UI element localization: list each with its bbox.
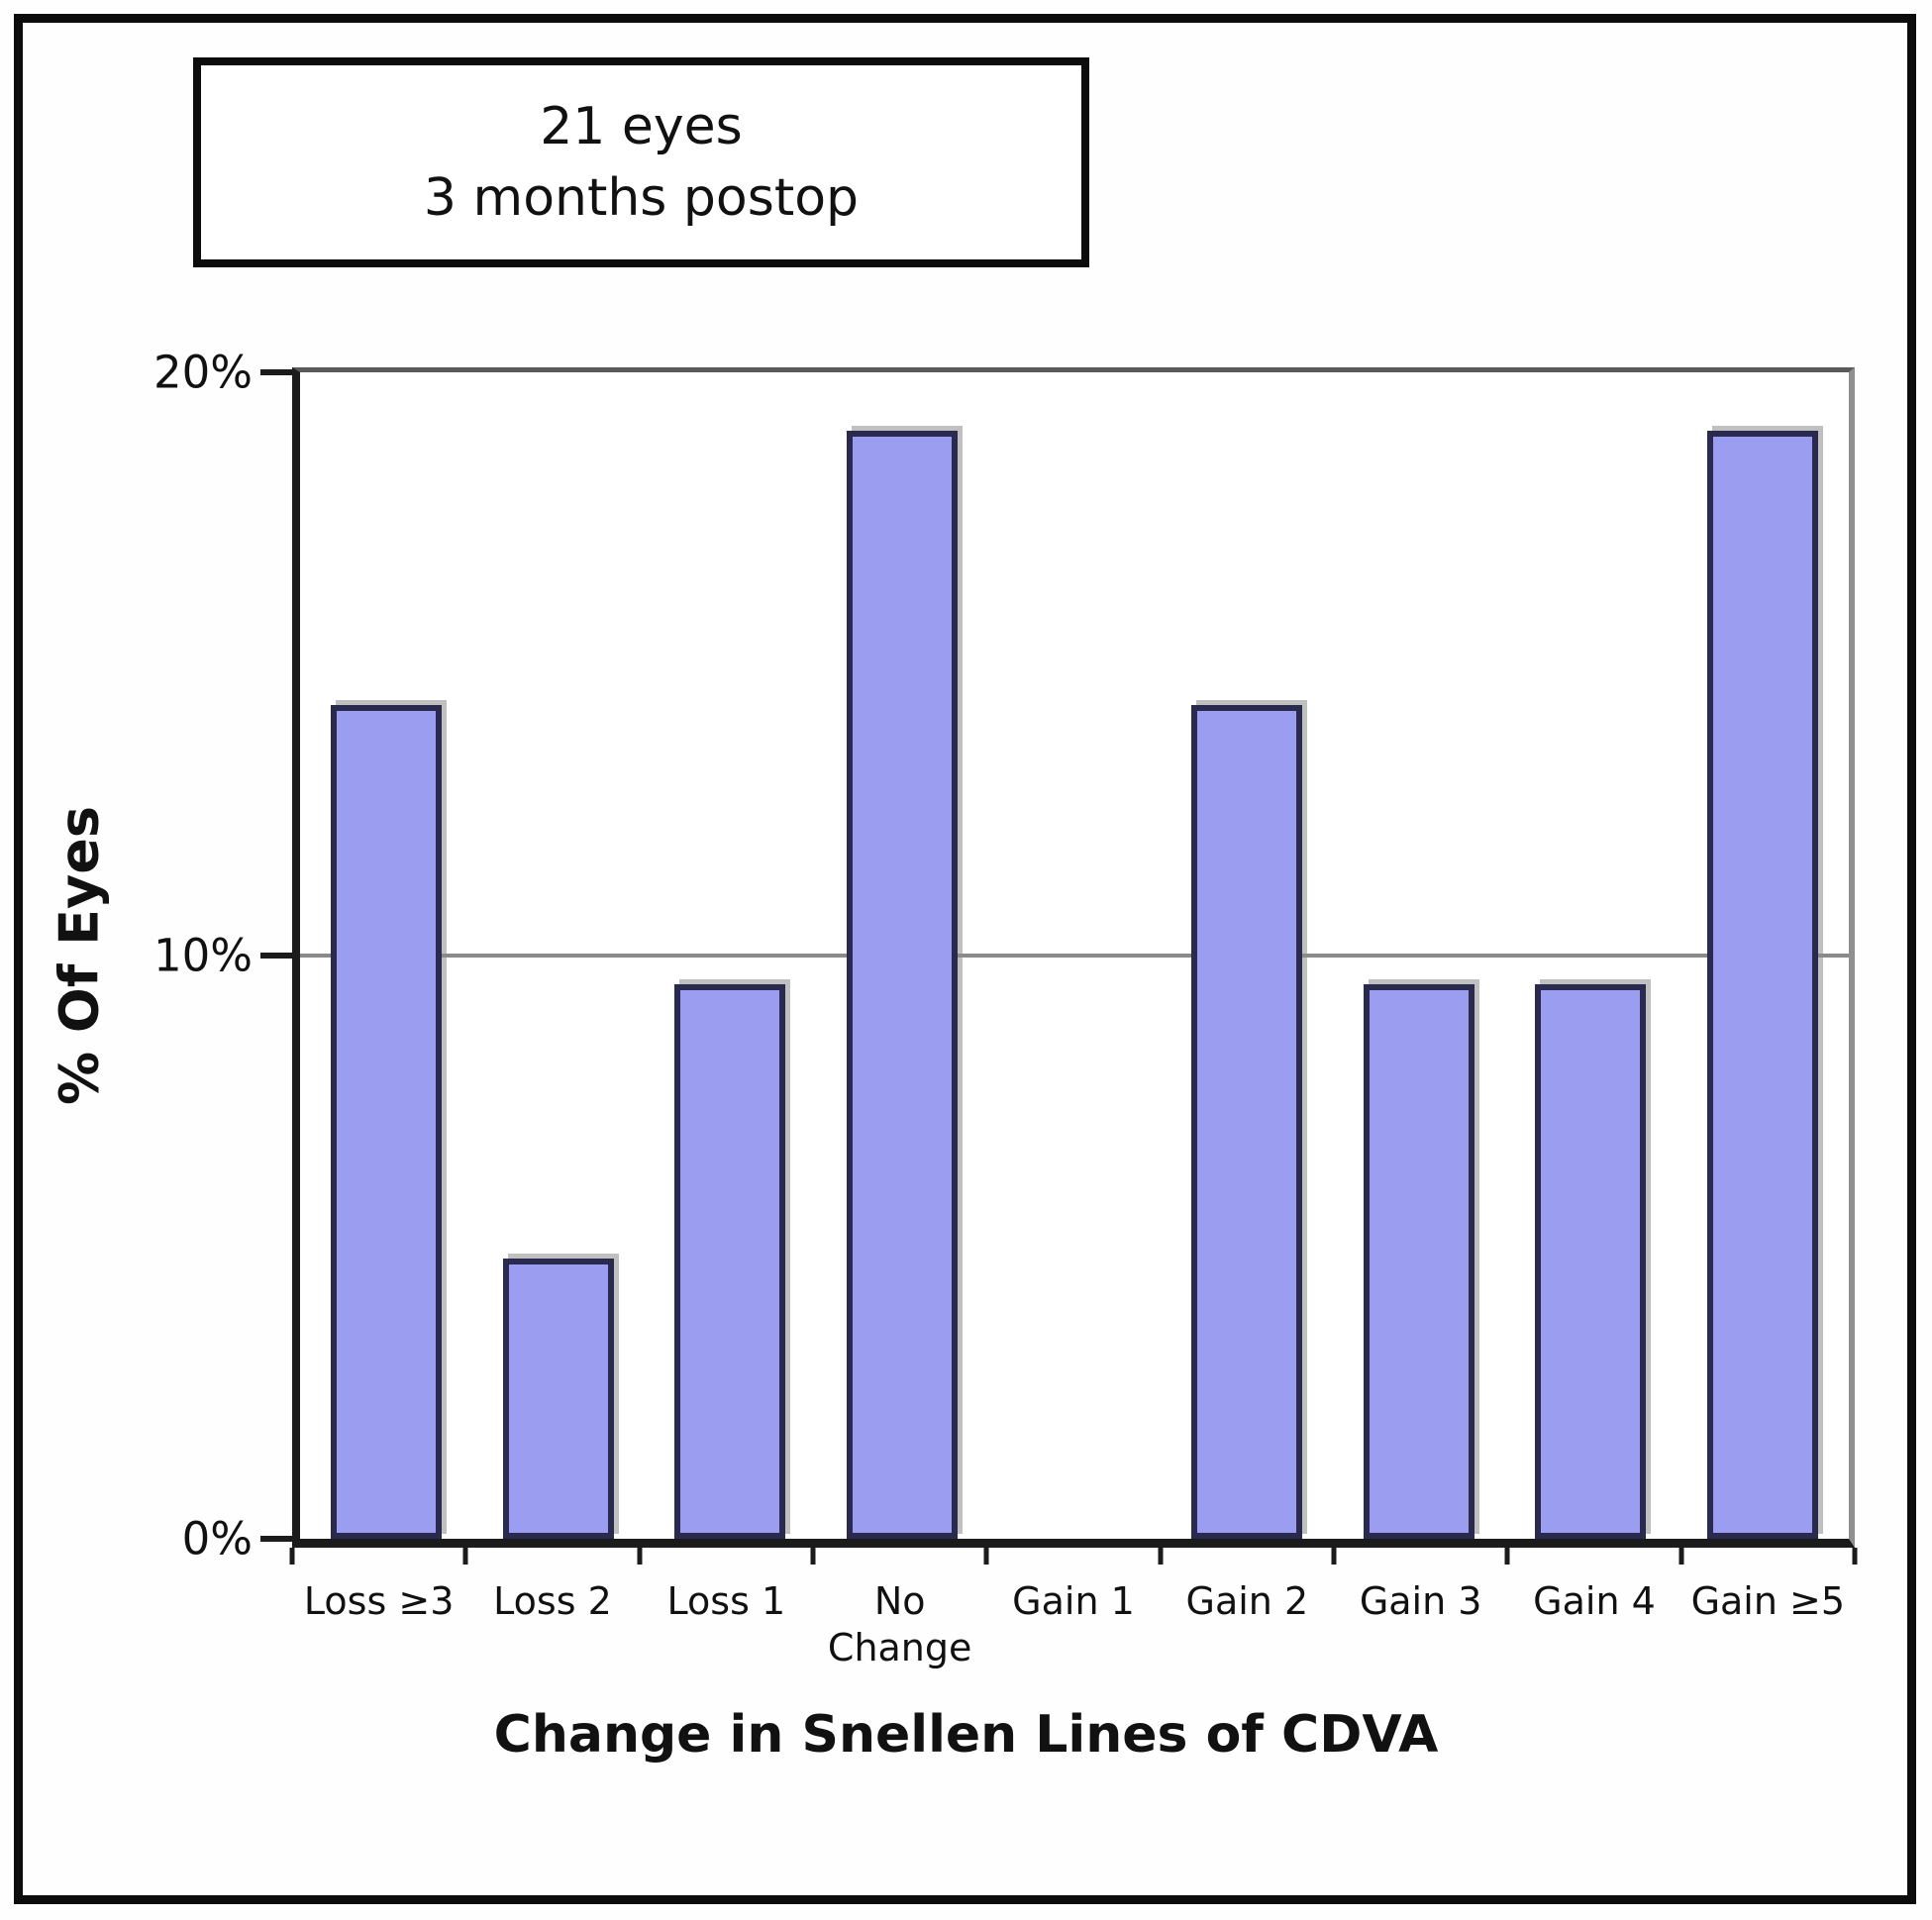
x-tick-label-gain-2: Gain 2 — [1185, 1579, 1309, 1623]
x-tick-mark-6 — [1331, 1548, 1337, 1565]
x-tick-mark-3 — [810, 1548, 816, 1565]
bar-slot-1 — [472, 372, 645, 1539]
bar-loss-≥3 — [330, 704, 442, 1539]
bar-slot-0 — [300, 372, 472, 1539]
bar-slot-2 — [645, 372, 817, 1539]
y-tick-mark-10% — [260, 953, 292, 959]
x-tick-mark-8 — [1678, 1548, 1684, 1565]
x-axis-title: Change in Snellen Lines of CDVA — [493, 1705, 1439, 1765]
x-axis-labels: Loss ≥3 Loss 2 Loss 1 No Change Gain 1 Gain 2… — [292, 1578, 1855, 1687]
annotation-line-2: 3 months postop — [423, 168, 860, 228]
x-tick-label-no-change: No Change — [827, 1579, 972, 1669]
x-tick-mark-9 — [1852, 1548, 1858, 1565]
x-tick-mark-0 — [289, 1548, 295, 1565]
bar-slot-7 — [1504, 372, 1677, 1539]
y-tick-mark-20% — [260, 369, 292, 375]
x-tick-label-gain-3: Gain 3 — [1359, 1579, 1482, 1623]
gridline-10-percent — [300, 954, 1849, 958]
bar-slot-6 — [1333, 372, 1505, 1539]
bar-gain-3 — [1363, 984, 1474, 1539]
bar-slot-5 — [1161, 372, 1333, 1539]
x-tick-label-gain-≥5: Gain ≥5 — [1690, 1579, 1846, 1623]
x-tick-label-loss-2: Loss 2 — [493, 1579, 612, 1623]
bar-slot-4 — [988, 372, 1161, 1539]
y-tick-label-10%: 10% — [153, 929, 253, 982]
y-tick-mark-0% — [260, 1536, 292, 1542]
x-tick-mark-7 — [1504, 1548, 1510, 1565]
x-axis-ticks — [289, 1548, 1858, 1569]
y-tick-label-20%: 20% — [153, 346, 253, 399]
x-tick-mark-5 — [1158, 1548, 1164, 1565]
x-tick-mark-1 — [462, 1548, 468, 1565]
y-axis-title: % Of Eyes — [48, 806, 111, 1105]
bar-slot-8 — [1677, 372, 1849, 1539]
x-tick-label-gain-1: Gain 1 — [1012, 1579, 1135, 1623]
bars-container — [300, 372, 1849, 1539]
x-tick-mark-2 — [637, 1548, 643, 1565]
y-axis: 0% 10% 20% — [129, 347, 292, 1566]
bar-no-change — [847, 430, 959, 1539]
x-tick-mark-4 — [983, 1548, 989, 1565]
bar-gain-2 — [1190, 704, 1302, 1539]
bar-loss-2 — [502, 1259, 614, 1539]
x-tick-label-loss-≥3: Loss ≥3 — [303, 1579, 455, 1623]
x-tick-label-loss-1: Loss 1 — [666, 1579, 786, 1623]
plot-area — [292, 367, 1855, 1548]
x-tick-label-gain-4: Gain 4 — [1533, 1579, 1656, 1623]
bar-loss-1 — [674, 984, 786, 1539]
bar-gain-≥5 — [1707, 430, 1819, 1539]
annotation-line-1: 21 eyes — [540, 97, 743, 156]
y-tick-label-0%: 0% — [181, 1512, 253, 1566]
bar-slot-3 — [816, 372, 988, 1539]
bar-gain-4 — [1535, 984, 1647, 1539]
annotation-box: 21 eyes 3 months postop — [193, 57, 1089, 267]
